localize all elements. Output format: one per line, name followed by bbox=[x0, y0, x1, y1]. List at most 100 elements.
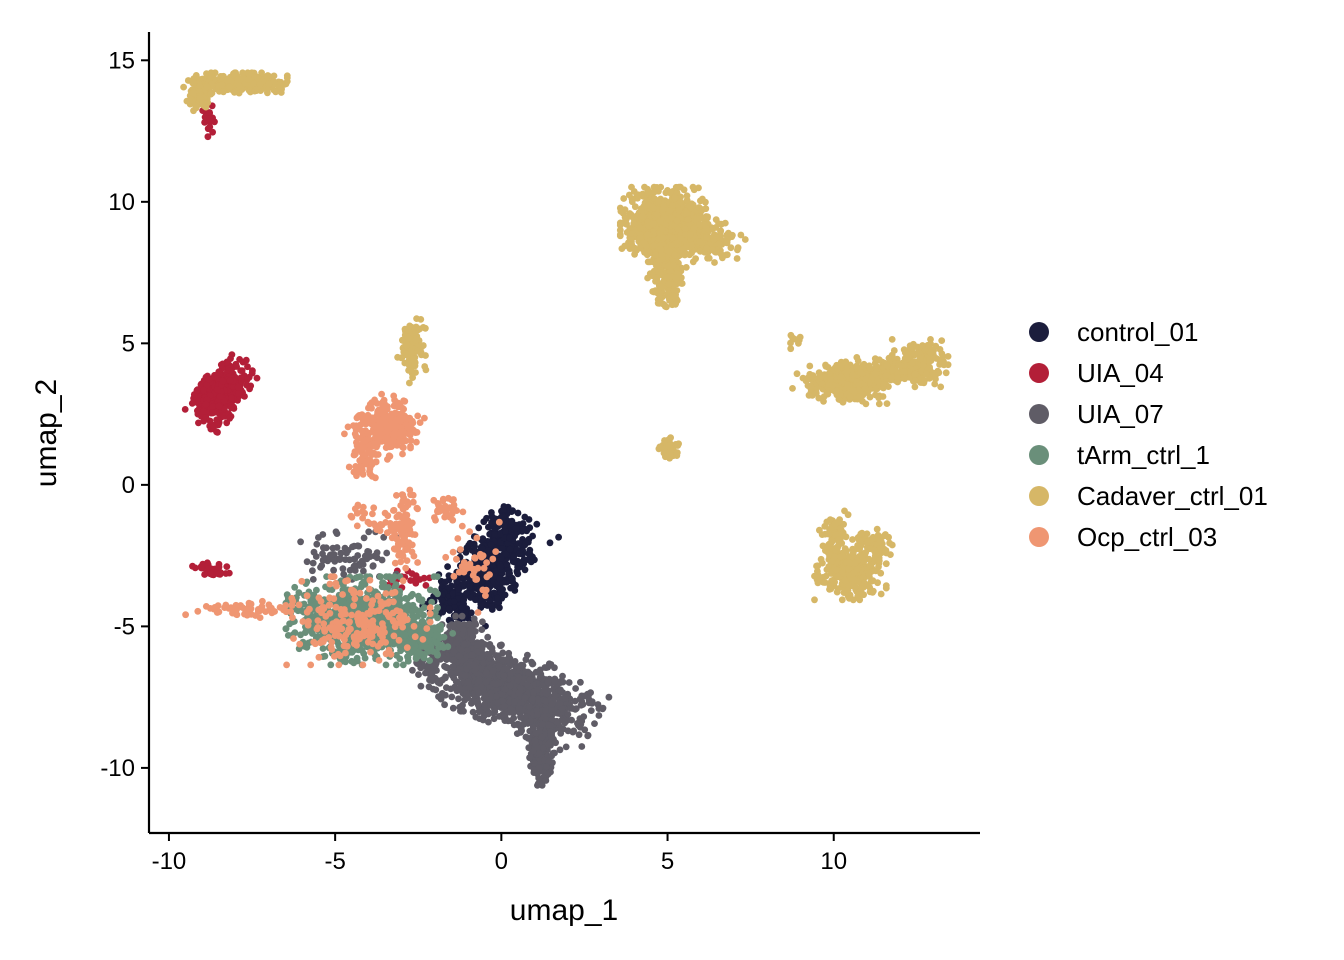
data-point bbox=[181, 406, 189, 413]
data-point bbox=[499, 656, 507, 663]
data-point bbox=[364, 548, 371, 555]
data-point bbox=[506, 545, 514, 553]
data-point bbox=[432, 686, 440, 694]
data-point bbox=[657, 245, 665, 253]
data-point bbox=[344, 547, 352, 554]
data-point bbox=[422, 669, 429, 677]
data-point bbox=[496, 575, 504, 583]
data-point bbox=[486, 655, 494, 662]
data-point bbox=[463, 690, 470, 698]
data-point bbox=[535, 774, 543, 782]
data-point bbox=[205, 376, 213, 383]
data-point bbox=[472, 713, 480, 721]
data-point bbox=[355, 542, 363, 550]
data-point bbox=[303, 643, 311, 651]
data-point bbox=[342, 658, 349, 666]
data-point bbox=[313, 540, 321, 548]
data-point bbox=[219, 377, 227, 385]
data-point bbox=[444, 563, 451, 570]
data-point bbox=[460, 596, 468, 604]
data-point bbox=[509, 507, 516, 515]
data-point bbox=[479, 618, 486, 626]
data-point bbox=[625, 191, 633, 199]
data-point bbox=[500, 505, 507, 513]
data-point bbox=[396, 600, 403, 608]
data-point bbox=[641, 248, 648, 256]
data-point bbox=[198, 564, 205, 572]
data-point bbox=[692, 255, 699, 263]
data-point bbox=[511, 698, 518, 706]
data-point bbox=[420, 611, 427, 619]
data-point bbox=[628, 212, 635, 220]
data-point bbox=[526, 524, 534, 532]
data-point bbox=[242, 356, 250, 364]
data-point bbox=[653, 274, 661, 281]
data-point bbox=[535, 750, 543, 757]
data-point bbox=[665, 248, 673, 256]
data-point bbox=[458, 604, 466, 611]
data-point bbox=[484, 580, 491, 587]
data-point bbox=[417, 682, 425, 690]
data-point bbox=[501, 591, 509, 599]
data-point bbox=[512, 525, 520, 532]
data-point bbox=[209, 128, 217, 136]
data-point bbox=[427, 643, 435, 650]
data-point bbox=[297, 631, 304, 639]
data-point bbox=[504, 717, 512, 725]
data-point bbox=[658, 283, 666, 291]
series-uia-04 bbox=[181, 100, 433, 591]
data-point bbox=[669, 292, 677, 300]
data-point bbox=[206, 123, 214, 131]
data-point bbox=[688, 249, 695, 257]
data-point bbox=[565, 679, 573, 686]
data-point bbox=[575, 731, 583, 739]
data-point bbox=[699, 195, 706, 203]
data-point bbox=[644, 231, 652, 239]
data-point bbox=[220, 397, 228, 405]
data-point bbox=[373, 554, 381, 562]
data-point bbox=[628, 183, 635, 191]
data-point bbox=[684, 216, 692, 223]
data-point bbox=[672, 300, 679, 308]
data-point bbox=[412, 655, 420, 662]
data-point bbox=[385, 573, 393, 580]
data-point bbox=[433, 639, 441, 647]
data-point bbox=[544, 770, 552, 778]
data-point bbox=[564, 711, 572, 718]
data-point bbox=[244, 363, 251, 371]
data-point bbox=[455, 695, 462, 703]
data-point bbox=[460, 707, 467, 715]
data-point bbox=[339, 565, 347, 573]
data-point bbox=[489, 667, 497, 675]
data-point bbox=[302, 627, 310, 635]
data-point bbox=[402, 631, 409, 639]
data-point bbox=[653, 210, 661, 218]
data-point bbox=[544, 740, 552, 748]
data-point bbox=[690, 186, 698, 194]
data-point bbox=[404, 606, 412, 614]
series-control-01 bbox=[419, 503, 562, 635]
data-point bbox=[450, 598, 458, 605]
data-point bbox=[484, 547, 492, 555]
data-point bbox=[475, 677, 483, 685]
data-point bbox=[309, 567, 316, 575]
data-point bbox=[495, 662, 503, 670]
data-point bbox=[538, 733, 546, 741]
data-point bbox=[202, 400, 210, 408]
data-point bbox=[498, 545, 506, 552]
data-point bbox=[546, 539, 554, 547]
data-point bbox=[189, 562, 196, 570]
data-point bbox=[377, 573, 384, 580]
data-point bbox=[469, 633, 477, 640]
data-point bbox=[507, 584, 514, 592]
data-point bbox=[556, 700, 564, 707]
data-point bbox=[351, 555, 359, 563]
data-point bbox=[249, 367, 256, 375]
data-point bbox=[443, 664, 451, 672]
data-point bbox=[439, 676, 446, 684]
data-point bbox=[499, 649, 507, 657]
data-point bbox=[672, 274, 680, 281]
data-point bbox=[538, 674, 546, 681]
data-point bbox=[353, 654, 361, 662]
